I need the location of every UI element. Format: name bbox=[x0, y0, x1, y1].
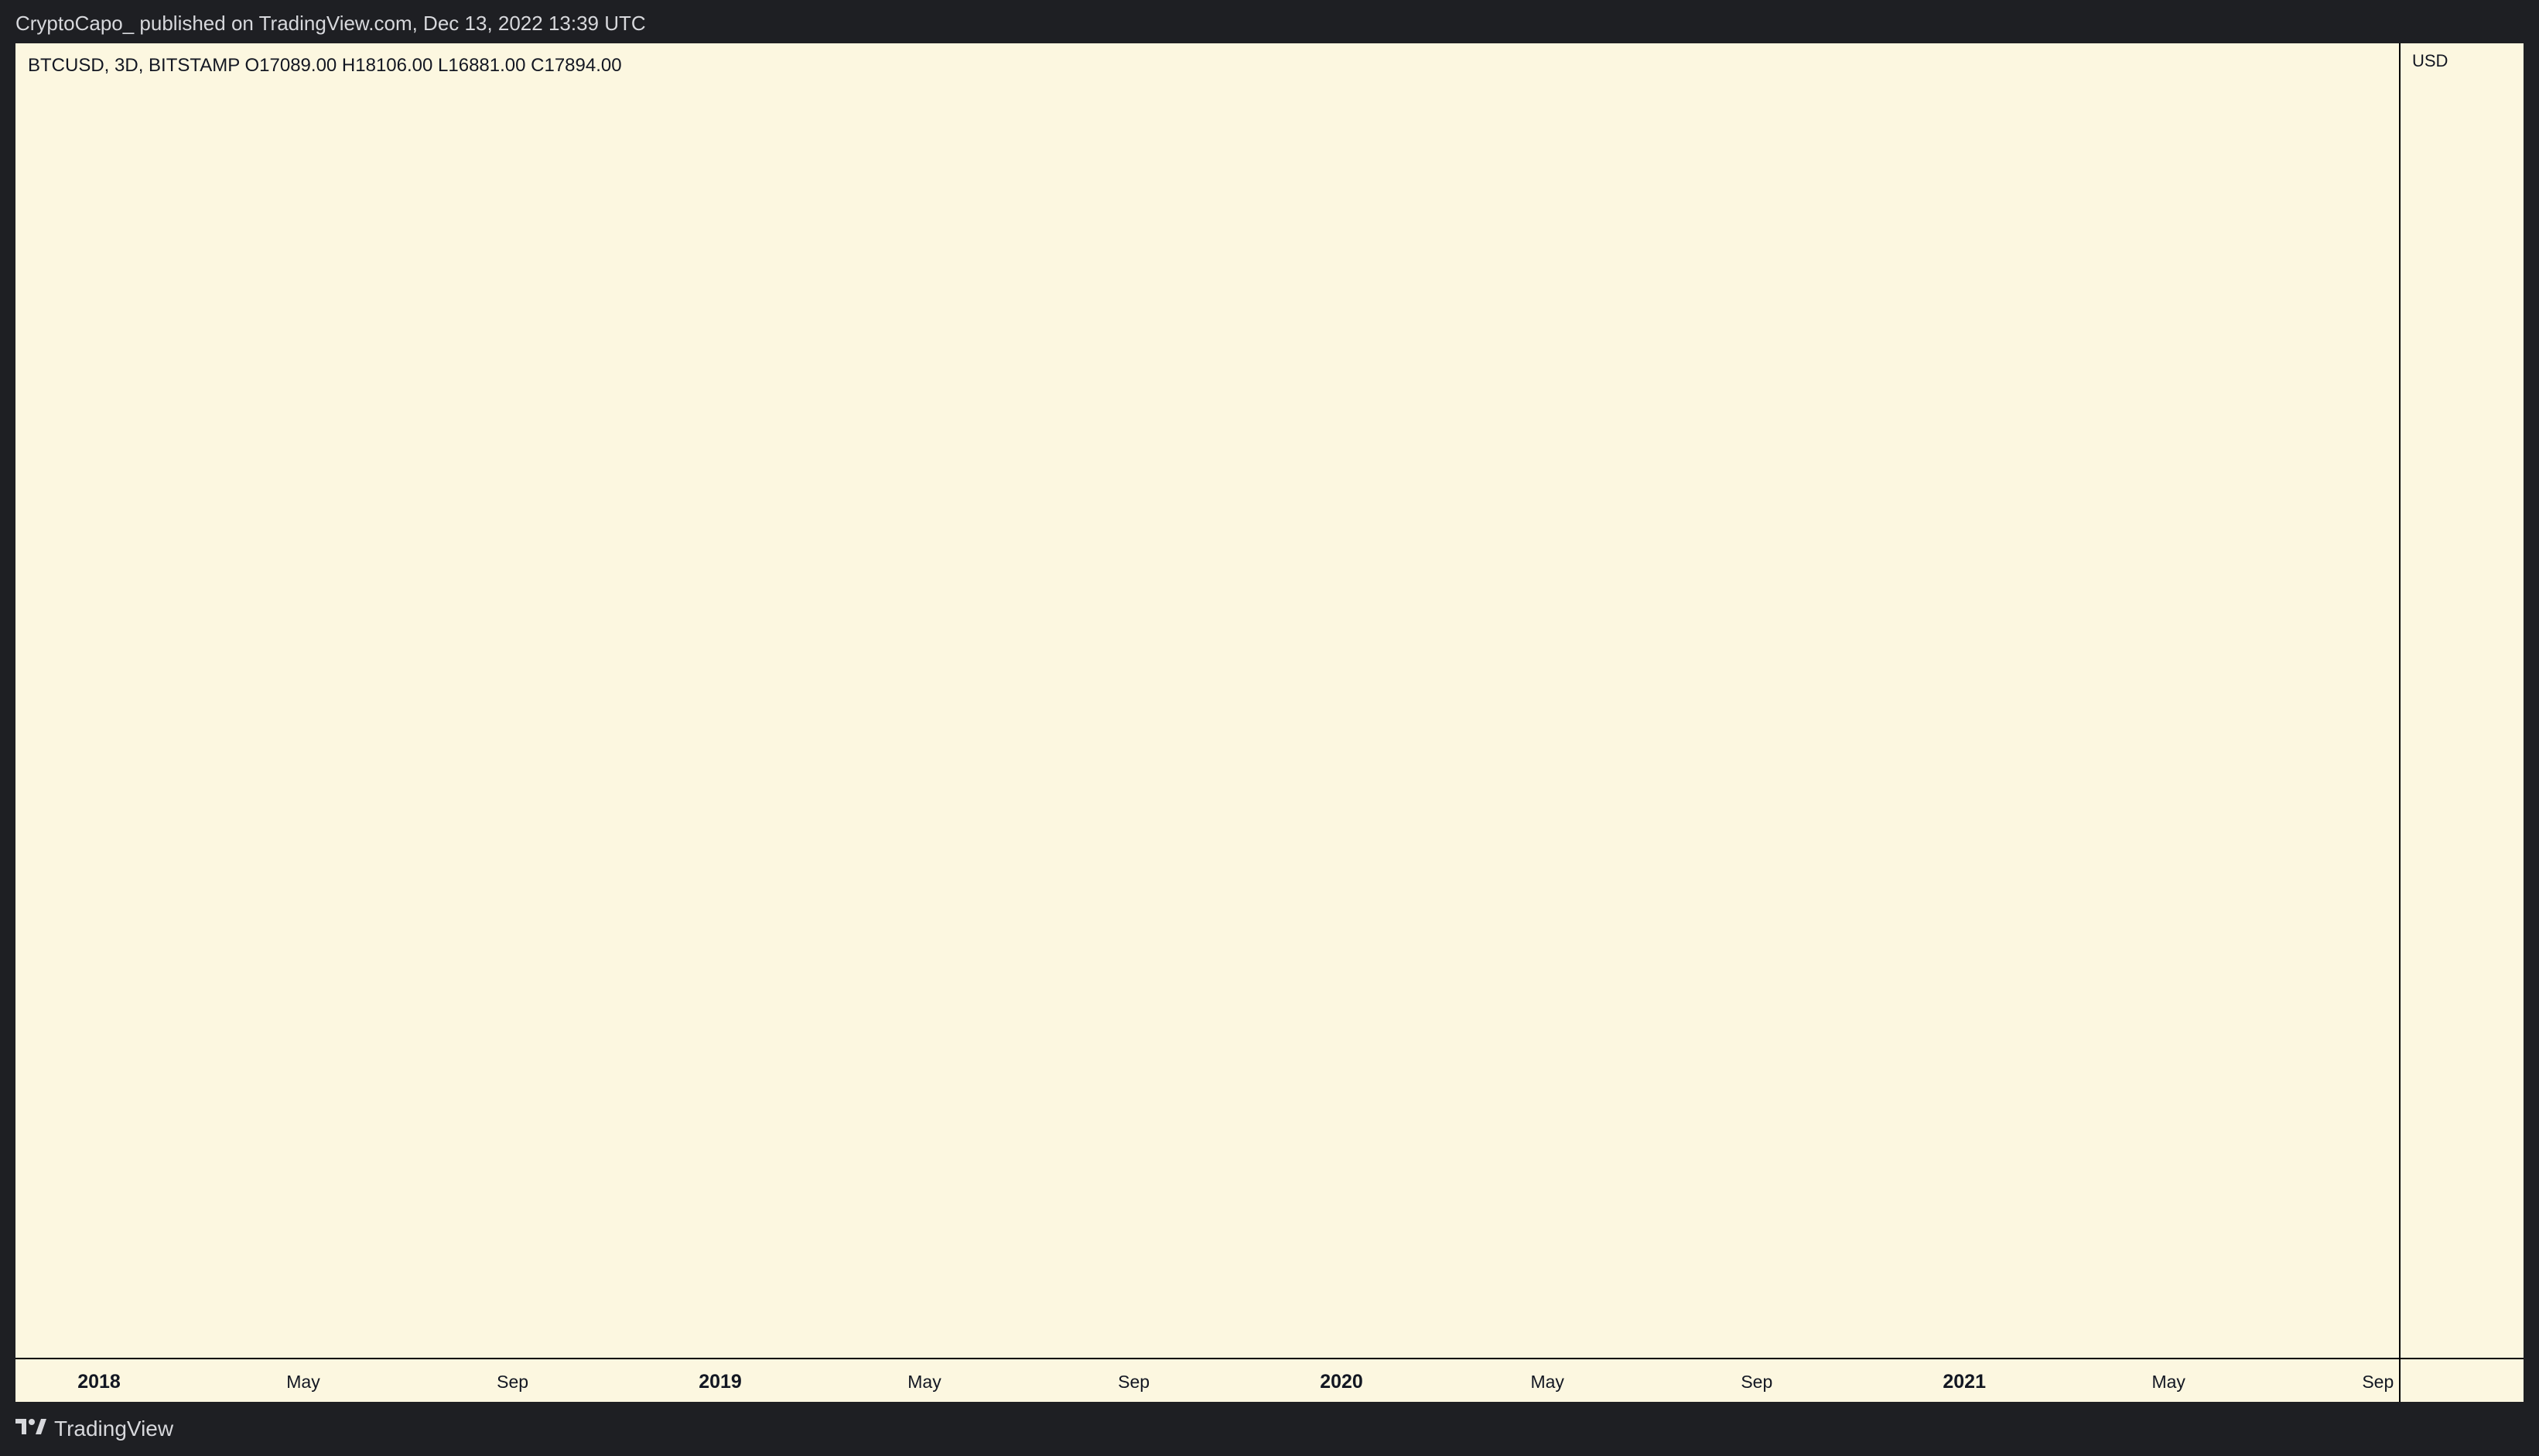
time-tick-label: 2019 bbox=[699, 1371, 742, 1393]
time-axis: 2018 May Sep 2019 May Sep 2020 May Sep 2021 May Sep… bbox=[77, 1371, 2394, 1393]
price-chart[interactable]: 12k BTCUSD, 3D, BITSTAMP O17089.00 H1810… bbox=[15, 43, 2524, 1402]
symbol-info: BTCUSD, 3D, BITSTAMP O17089.00 H18106.00… bbox=[28, 55, 622, 76]
chart-frame: 12k BTCUSD, 3D, BITSTAMP O17089.00 H1810… bbox=[15, 43, 2524, 1402]
time-tick-label: 2018 bbox=[77, 1371, 121, 1393]
time-tick-label: Sep bbox=[1741, 1372, 1772, 1392]
time-tick-label: May bbox=[907, 1372, 941, 1392]
time-tick-label: May bbox=[2151, 1372, 2185, 1392]
footer-brand[interactable]: TradingView bbox=[54, 1417, 174, 1441]
time-tick-label: Sep bbox=[497, 1372, 528, 1392]
time-tick-label: 2020 bbox=[1320, 1371, 1363, 1393]
tradingview-logo-icon[interactable] bbox=[15, 1417, 46, 1441]
time-tick-label: Sep bbox=[2362, 1372, 2394, 1392]
currency-label: USD bbox=[2412, 51, 2448, 70]
footer-bar: TradingView bbox=[0, 1402, 2539, 1456]
published-header: CryptoCapo_ published on TradingView.com… bbox=[15, 12, 646, 35]
time-tick-label: May bbox=[1530, 1372, 1564, 1392]
time-tick-label: Sep bbox=[1118, 1372, 1150, 1392]
time-tick-label: 2021 bbox=[1943, 1371, 1986, 1393]
time-tick-label: May bbox=[286, 1372, 320, 1392]
